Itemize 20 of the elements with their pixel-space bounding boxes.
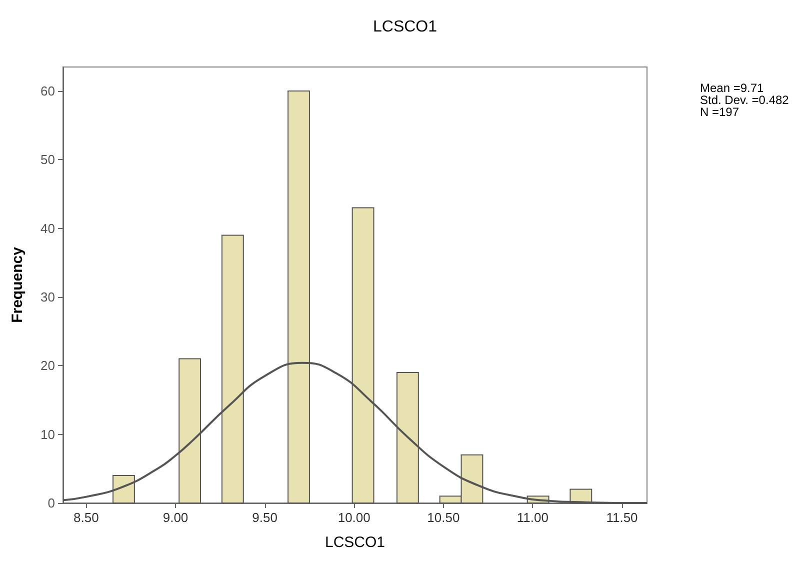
x-tick-label: 10.50 xyxy=(427,510,460,525)
text: Mean =9.71 xyxy=(700,81,764,95)
x-tick-label: 11.00 xyxy=(516,510,548,525)
y-tick-label: 40 xyxy=(40,220,55,236)
x-tick-label: 9.50 xyxy=(252,510,278,525)
y-tick-label: 60 xyxy=(40,84,55,99)
y-tick-label: 0 xyxy=(48,496,55,510)
text: N =197 xyxy=(700,105,740,119)
y-tick-label: 10 xyxy=(40,426,55,442)
y-axis-title: Frequency xyxy=(9,246,26,323)
x-tick-label: 9.00 xyxy=(162,510,188,525)
x-tick-label: 10.00 xyxy=(338,510,370,525)
y-tick-label: 50 xyxy=(40,152,55,168)
x-tick-label: 8.50 xyxy=(74,510,99,525)
x-axis-title: LCSCO1 xyxy=(324,534,386,551)
x-tick-label: 11.50 xyxy=(606,510,638,525)
text: Std. Dev. =0.482 xyxy=(700,93,790,107)
y-tick-label: 20 xyxy=(40,358,55,374)
y-tick-label: 30 xyxy=(40,290,55,305)
chart-title: LCSCO1 xyxy=(372,18,438,36)
